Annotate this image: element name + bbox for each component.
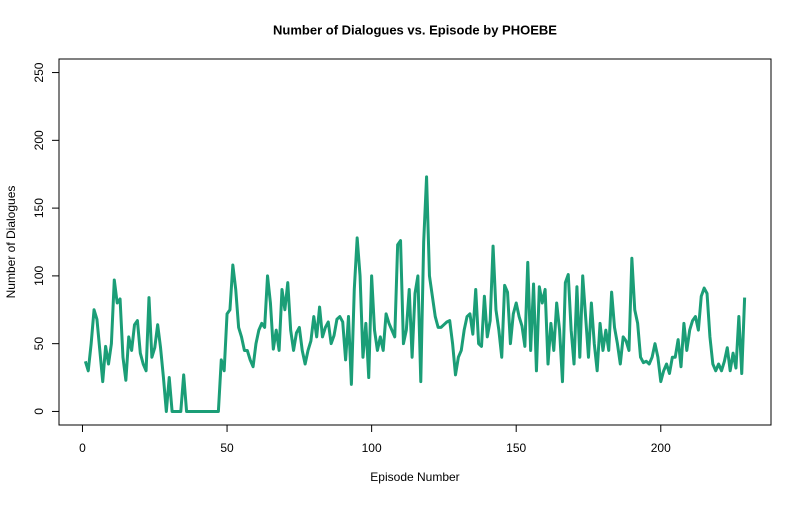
x-tick-label: 0 xyxy=(79,441,86,455)
y-tick-label: 0 xyxy=(32,408,46,415)
y-axis-label: Number of Dialogues xyxy=(4,186,18,299)
y-tick-label: 200 xyxy=(32,130,46,150)
x-axis-label: Episode Number xyxy=(370,470,459,484)
y-tick-label: 150 xyxy=(32,198,46,218)
x-tick-label: 100 xyxy=(362,441,382,455)
x-tick-label: 50 xyxy=(220,441,234,455)
y-tick-label: 250 xyxy=(32,62,46,82)
chart-title: Number of Dialogues vs. Episode by PHOEB… xyxy=(273,22,557,37)
y-tick-label: 100 xyxy=(32,266,46,286)
x-tick-label: 150 xyxy=(506,441,526,455)
data-line xyxy=(83,175,747,413)
y-tick-label: 50 xyxy=(32,337,46,351)
x-tick-label: 200 xyxy=(651,441,671,455)
